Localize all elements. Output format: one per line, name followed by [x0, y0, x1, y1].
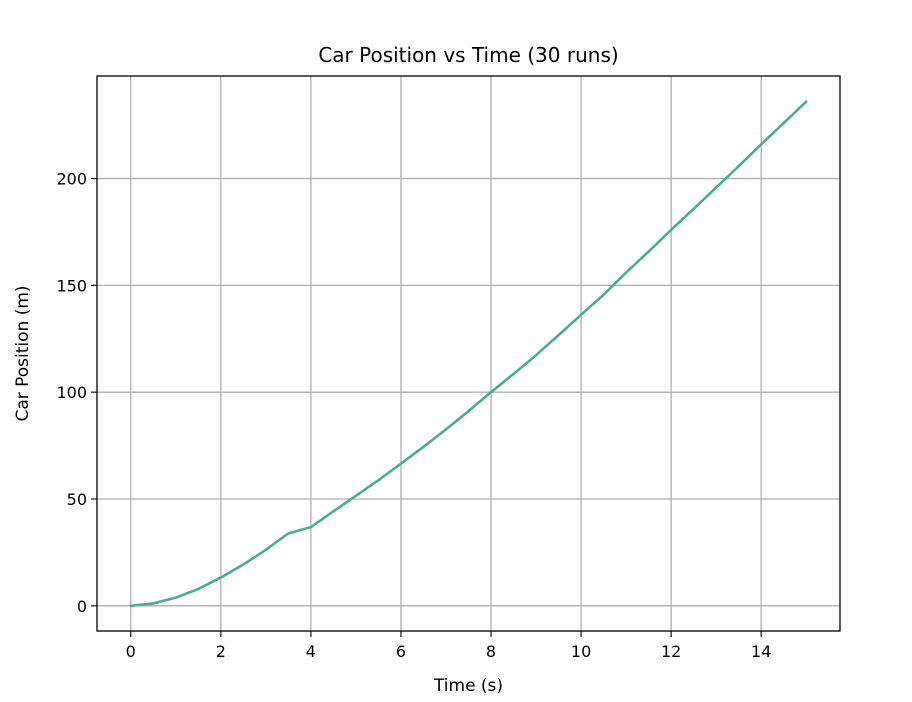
x-tick-label: 12: [661, 642, 681, 661]
x-tick-label: 2: [216, 642, 226, 661]
x-tick-label: 0: [126, 642, 136, 661]
series-line: [129, 100, 808, 608]
y-tick-label: 100: [56, 383, 87, 402]
y-axis: 0 50 100 150 200: [56, 170, 97, 616]
grid: [97, 76, 840, 631]
x-axis: 0 2 4 6 8 10 12 14: [126, 631, 771, 661]
x-tick-label: 8: [486, 642, 496, 661]
x-axis-label: Time (s): [433, 676, 503, 696]
chart-title: Car Position vs Time (30 runs): [318, 43, 618, 67]
x-tick-label: 4: [306, 642, 316, 661]
plot-frame: [96, 75, 841, 632]
x-tick-label: 10: [571, 642, 591, 661]
y-tick-label: 150: [56, 276, 87, 295]
x-tick-label: 6: [396, 642, 406, 661]
y-tick-label: 50: [67, 490, 87, 509]
y-axis-label: Car Position (m): [13, 285, 33, 421]
x-tick-label: 14: [751, 642, 771, 661]
y-tick-label: 0: [77, 597, 87, 616]
y-tick-label: 200: [56, 170, 87, 189]
series-layer: [129, 100, 808, 608]
